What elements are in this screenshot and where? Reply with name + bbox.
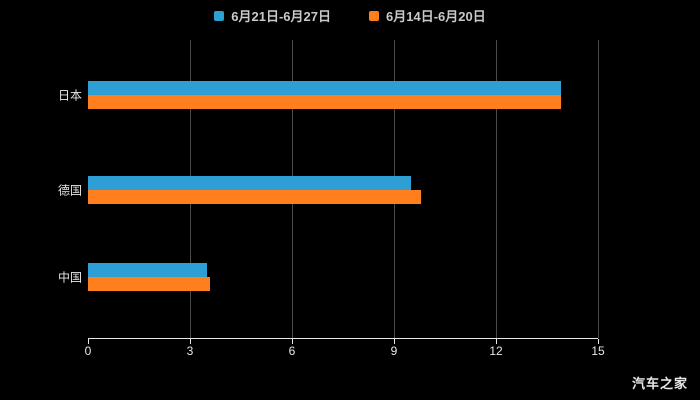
axis-tick-15 bbox=[598, 339, 599, 344]
gridline-x-15 bbox=[598, 40, 599, 338]
axis-tick-0 bbox=[88, 339, 89, 344]
legend: 6月21日-6月27日 6月14日-6月20日 bbox=[0, 6, 700, 25]
axis-tick-9 bbox=[394, 339, 395, 344]
bar-中国-series1 bbox=[88, 277, 211, 291]
gridline-x-12 bbox=[496, 40, 497, 338]
legend-swatch-orange-icon bbox=[369, 10, 379, 21]
bar-德国-series1 bbox=[88, 190, 422, 204]
axis-tick-12 bbox=[496, 339, 497, 344]
xtick-label-6: 6 bbox=[288, 344, 296, 358]
xtick-label-0: 0 bbox=[84, 344, 92, 358]
watermark: 汽车之家 bbox=[631, 376, 688, 391]
ytick-label-0: 日本 bbox=[57, 88, 82, 103]
legend-item-week2[interactable]: 6月21日-6月27日 bbox=[214, 6, 331, 25]
legend-label-week1: 6月14日-6月20日 bbox=[386, 9, 486, 24]
ytick-label-2: 中国 bbox=[57, 270, 82, 285]
legend-swatch-blue-icon bbox=[214, 10, 225, 21]
ytick-label-1: 德国 bbox=[57, 183, 82, 198]
xtick-label-12: 12 bbox=[489, 344, 503, 358]
bar-日本-series1 bbox=[88, 95, 561, 109]
bar-日本-series0 bbox=[88, 81, 561, 95]
axis-tick-6 bbox=[292, 339, 293, 344]
xtick-label-15: 15 bbox=[591, 344, 605, 358]
bar-中国-series0 bbox=[88, 263, 207, 277]
legend-label-week2: 6月21日-6月27日 bbox=[231, 9, 331, 24]
xtick-label-3: 3 bbox=[186, 344, 194, 358]
plot-area: 0 3 6 9 12 15 日本德国中国 bbox=[58, 40, 605, 358]
bar-德国-series0 bbox=[88, 176, 411, 190]
legend-item-week1[interactable]: 6月14日-6月20日 bbox=[369, 6, 486, 25]
xtick-label-9: 9 bbox=[390, 344, 398, 358]
axis-tick-3 bbox=[190, 339, 191, 344]
